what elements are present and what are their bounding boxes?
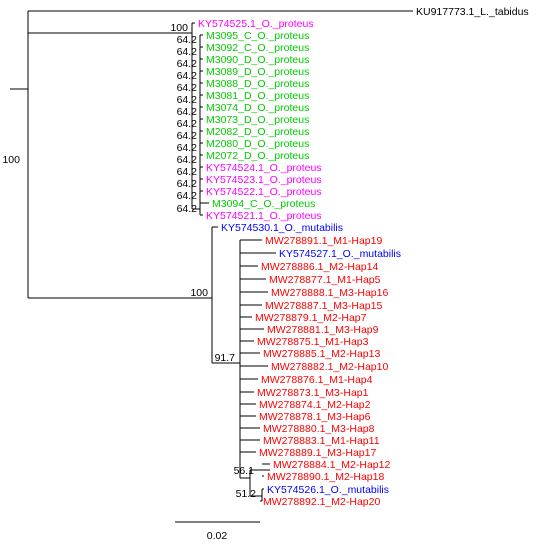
support-value: 64.2 [177,190,198,202]
support-value: 91.7 [215,352,236,364]
taxon-label: MW278887.1_M3-Hap15 [265,300,382,312]
taxon-label: MW278877.1_M1-Hap5 [269,274,381,286]
taxon-label: M3089_D_O._proteus [206,66,309,78]
taxon-label: MW278878.1_M3-Hap6 [259,411,371,423]
support-value: 51.2 [236,488,257,500]
support-value: 64.2 [177,94,198,106]
support-value: 64.2 [177,142,198,154]
support-value: 100 [2,154,20,166]
taxon-label: MW278885.1_M2-Hap13 [263,348,380,360]
taxon-label: KY574527.1_O._mutabilis [279,248,401,260]
taxon-label: KY574523.1_O._proteus [206,174,322,186]
taxon-label: KY574522.1_O._proteus [206,186,322,198]
taxon-label: M3090_D_O._proteus [206,54,309,66]
taxon-label: MW278888.1_M3-Hap16 [271,287,388,299]
support-value: 56.1 [234,465,255,477]
taxon-label: M2072_D_O._proteus [206,150,309,162]
support-value: 64.2 [177,46,198,58]
support-value: 100 [170,22,188,34]
tree-branches [10,10,413,502]
taxon-label: MW278890.1_M2-Hap18 [267,471,384,483]
support-value: 64.2 [177,82,198,94]
taxon-label: M3094_C_O._proteus [212,198,315,210]
taxon-label: M3088_D_O._proteus [206,78,309,90]
taxon-label: KY574525.1_O._proteus [198,18,314,30]
taxon-label: MW278874.1_M2-Hap2 [259,399,371,411]
taxon-label: M2082_D_O._proteus [206,126,309,138]
taxon-label: MW278880.1_M3-Hap8 [263,423,375,435]
scale-bar: 0.02 [175,521,260,542]
taxon-label: KU917773.1_L._tabidus [416,6,529,18]
scale-bar-label: 0.02 [207,530,228,542]
taxon-label: MW278884.1_M2-Hap12 [273,459,390,471]
taxon-label: MW278881.1_M3-Hap9 [267,324,379,336]
support-value: 64.2 [177,203,198,215]
taxon-label: MW278879.1_M2-Hap7 [255,312,367,324]
taxon-label: MW278892.1_M2-Hap20 [263,496,380,508]
taxon-label: MW278873.1_M3-Hap1 [257,387,369,399]
taxon-label: MW278876.1_M1-Hap4 [261,374,373,386]
support-value: 64.2 [177,118,198,130]
taxon-label: MW278875.1_M1-Hap3 [257,336,369,348]
taxon-label: MW278886.1_M2-Hap14 [261,261,378,273]
support-value: 64.2 [177,34,198,46]
support-value: 64.2 [177,106,198,118]
taxon-label: MW278889.1_M3-Hap17 [259,447,376,459]
taxon-label: MW278891.1_M1-Hap19 [265,235,382,247]
support-value: 64.2 [177,58,198,70]
taxon-label: KY574521.1_O._proteus [206,210,322,222]
taxon-label: M3081_D_O._proteus [206,90,309,102]
taxon-label: M3092_C_O._proteus [206,42,309,54]
taxon-labels: KU917773.1_L._tabidus KY574525.1_O._prote… [198,6,529,508]
support-value: 64.2 [177,166,198,178]
support-values: 10010010091.756.151.264.264.264.264.264.… [2,22,256,500]
support-value: 64.2 [177,130,198,142]
support-value: 64.2 [177,154,198,166]
taxon-label: KY574530.1_O._mutabilis [221,222,343,234]
taxon-label: M3073_D_O._proteus [206,114,309,126]
support-value: 64.2 [177,178,198,190]
taxon-label: KY574526.1_O._mutabilis [267,484,389,496]
taxon-label: M3074_D_O._proteus [206,102,309,114]
taxon-label: MW278883.1_M1-Hap11 [263,435,380,447]
taxon-label: MW278882.1_M2-Hap10 [271,361,388,373]
support-value: 64.2 [177,70,198,82]
taxon-label: KY574524.1_O._proteus [206,162,322,174]
support-value: 100 [190,287,208,299]
taxon-label: M3095_C_O._proteus [206,30,309,42]
taxon-label: M2080_D_O._proteus [206,138,309,150]
